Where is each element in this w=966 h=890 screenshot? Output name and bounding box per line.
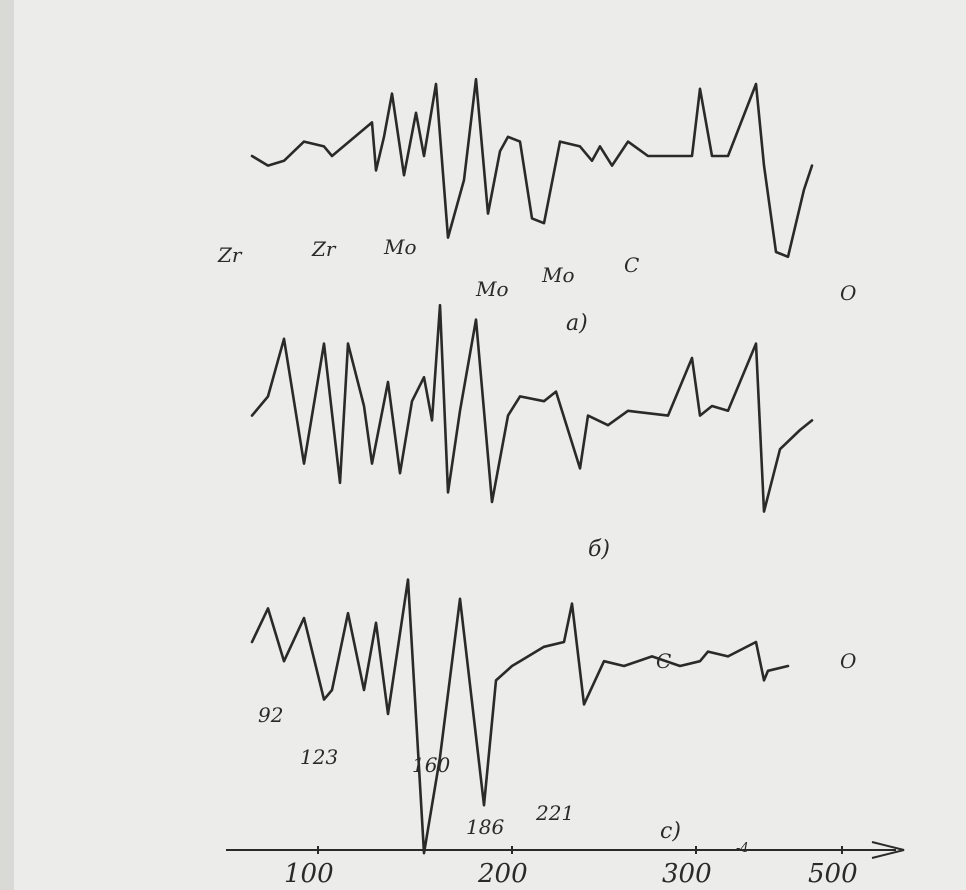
x-axis: 100 200 300 500 -4 <box>226 841 905 889</box>
x-axis-arrowhead <box>871 841 905 859</box>
panel-b: б) <box>250 303 814 562</box>
panel-c: 92 123 160 186 221 C O c) <box>250 578 856 855</box>
peak-label-123: 123 <box>300 745 338 769</box>
spectrum-b-line <box>250 303 814 513</box>
left-shadow <box>0 0 14 890</box>
x-tick-label-300: 300 <box>662 859 712 889</box>
peak-label-zr-2: Zr <box>311 237 337 261</box>
peak-label-186: 186 <box>466 815 504 839</box>
panel-label-c: c) <box>660 819 681 844</box>
peak-label-c: C <box>624 253 639 277</box>
spectrum-a-line <box>250 77 814 259</box>
x-tick-label-200: 200 <box>477 859 528 889</box>
peak-label-c-2: C <box>656 649 671 673</box>
peak-label-160: 160 <box>412 753 450 777</box>
peak-label-mo-3: Mo <box>541 263 575 287</box>
panel-a: Zr Zr Mo Mo Mo C O a) <box>217 77 856 336</box>
panel-label-b: б) <box>588 537 610 562</box>
panel-label-a: a) <box>566 311 588 336</box>
peak-label-mo-1: Mo <box>383 235 417 259</box>
axis-exponent-label: -4 <box>736 841 749 856</box>
peak-label-zr-1: Zr <box>217 243 243 267</box>
peak-label-mo-2: Mo <box>475 277 509 301</box>
peak-label-o: O <box>840 281 856 305</box>
x-tick-label-100: 100 <box>284 859 334 889</box>
peak-label-221: 221 <box>535 801 574 825</box>
x-tick-label-500: 500 <box>808 859 858 889</box>
peak-label-o-2: O <box>840 649 856 673</box>
peak-label-92: 92 <box>258 703 283 727</box>
spectrum-c-line <box>250 578 790 855</box>
